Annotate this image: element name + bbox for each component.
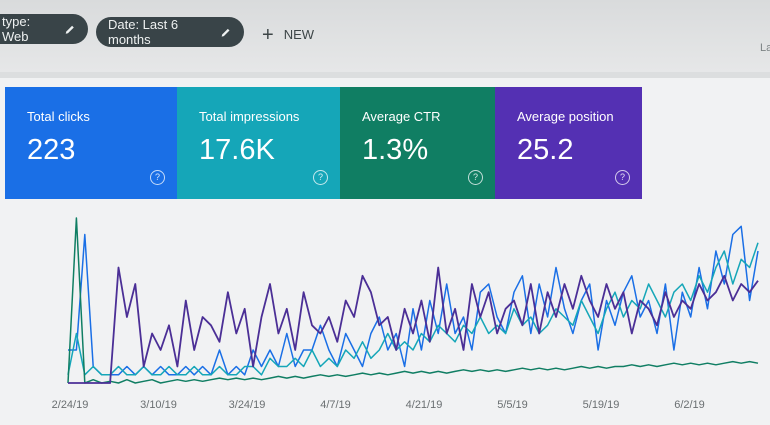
- x-axis-tick-label: 3/10/19: [140, 399, 177, 411]
- chart-series-line-2: [67, 217, 759, 384]
- metric-card-total-impressions[interactable]: Total impressions 17.6K ?: [177, 87, 340, 199]
- metric-label: Average CTR: [362, 109, 441, 124]
- new-filter-label: NEW: [283, 27, 315, 42]
- x-axis-tick-label: 2/24/19: [52, 399, 89, 411]
- x-axis-tick-label: 5/5/19: [497, 399, 528, 411]
- last-updated-text: La: [760, 42, 770, 54]
- pencil-icon[interactable]: [220, 26, 232, 39]
- search-type-filter-label: type: Web: [2, 14, 31, 44]
- chart-series-line-1: [67, 242, 759, 376]
- metric-value: 25.2: [517, 134, 574, 166]
- chart-series-line-3: [68, 266, 759, 384]
- x-axis-tick-label: 4/21/19: [406, 399, 443, 411]
- performance-chart[interactable]: 2/24/19 3/10/19 3/24/19 4/7/19 4/21/19 5/5/19…: [0, 200, 770, 425]
- question-circle-icon[interactable]: ?: [468, 170, 483, 185]
- x-axis-tick-label: 4/7/19: [320, 399, 351, 411]
- search-type-filter-chip[interactable]: type: Web: [0, 14, 88, 44]
- metric-card-total-clicks[interactable]: Total clicks 223 ?: [5, 87, 177, 199]
- metric-value: 1.3%: [362, 134, 429, 166]
- chart-series-line-0: [68, 225, 759, 376]
- x-axis-tick-label: 3/24/19: [229, 399, 266, 411]
- metric-card-average-position[interactable]: Average position 25.2 ?: [495, 87, 642, 199]
- metric-label: Total impressions: [199, 109, 300, 124]
- metric-value: 223: [27, 134, 76, 166]
- plus-icon: +: [262, 23, 274, 46]
- metric-value: 17.6K: [199, 134, 275, 166]
- question-circle-icon[interactable]: ?: [313, 170, 328, 185]
- x-axis-tick-label: 6/2/19: [674, 399, 705, 411]
- x-axis-tick-label: 5/19/19: [583, 399, 620, 411]
- pencil-icon[interactable]: [64, 23, 76, 36]
- date-filter-label: Date: Last 6 months: [108, 17, 179, 47]
- metric-label: Average position: [517, 109, 614, 124]
- question-circle-icon[interactable]: ?: [615, 170, 630, 185]
- question-circle-icon[interactable]: ?: [150, 170, 165, 185]
- metric-label: Total clicks: [27, 109, 90, 124]
- date-filter-chip[interactable]: Date: Last 6 months: [96, 17, 244, 47]
- new-filter-button[interactable]: + NEW: [262, 23, 315, 46]
- chart-series-layer: [67, 217, 759, 384]
- metric-card-average-ctr[interactable]: Average CTR 1.3% ?: [340, 87, 495, 199]
- x-axis-ticks: 2/24/19 3/10/19 3/24/19 4/7/19 4/21/19 5/5/19…: [52, 399, 705, 411]
